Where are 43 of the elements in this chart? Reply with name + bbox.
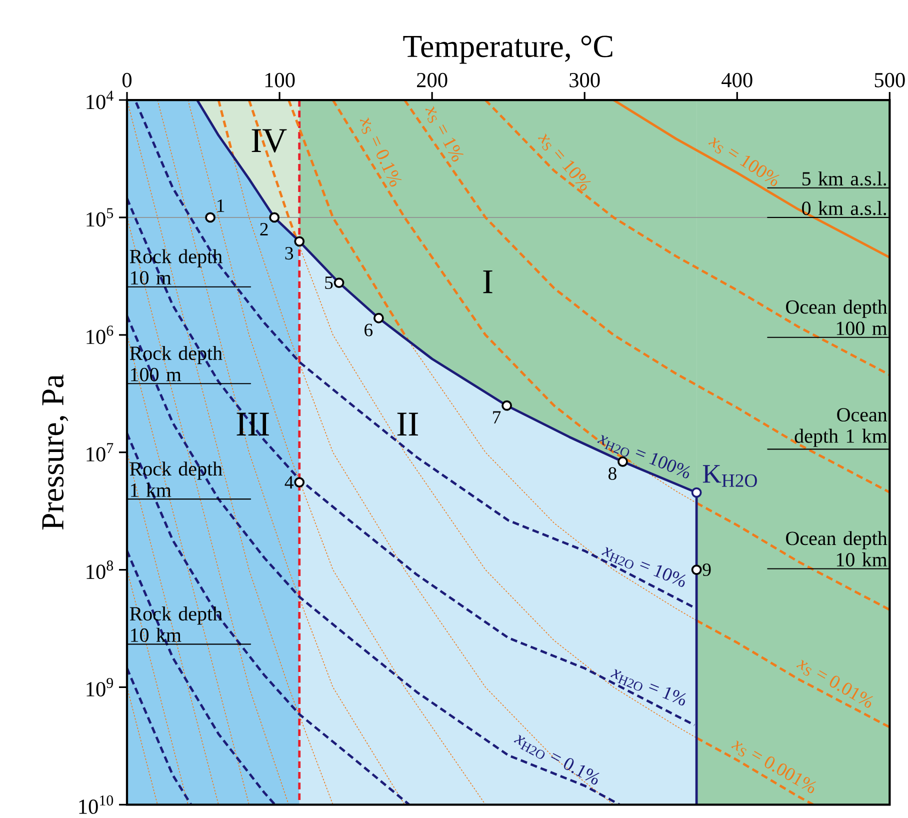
- annotation: 7: [493, 411, 501, 424]
- annotation: IV: [252, 129, 287, 152]
- annotation: x$_{H2O}$ = 10%: [602, 546, 686, 587]
- annotation: 2: [260, 223, 268, 236]
- y-tick-label: 10$^{5}$: [86, 208, 114, 227]
- annotation: x$_{H2O}$ = 0.1%: [514, 734, 600, 785]
- y-tick-label: 10$^{8}$: [86, 560, 114, 580]
- x-tick-label: 200: [417, 72, 448, 88]
- annotation: 4: [284, 476, 294, 488]
- x-tick-label: 300: [570, 72, 600, 88]
- x-tick-label: 500: [874, 72, 905, 88]
- y-tick-label: 10$^{10}$: [79, 795, 114, 814]
- y-tick-label: 10$^{6}$: [86, 326, 114, 344]
- annotation: 1: [218, 200, 224, 212]
- x-tick-label: 400: [722, 72, 752, 88]
- y-tick-label: 10$^{4}$: [86, 90, 114, 110]
- annotation: x$_{S}$ = 100%: [708, 137, 780, 186]
- annotation: I: [483, 270, 492, 294]
- annotation: Ocean depth 1 km: [794, 408, 888, 447]
- annotation: 9: [702, 564, 711, 576]
- annotation: II: [397, 412, 418, 436]
- x-axis-title: Temperature, °C: [403, 36, 612, 64]
- annotation: x$_{H2O}$ = 1%: [610, 669, 686, 706]
- annotation: Ocean depth 10 km: [786, 531, 888, 566]
- annotation: 0 km a.s.l.: [802, 201, 886, 216]
- annotation: x$_{S}$ = 0.1%: [360, 117, 402, 187]
- annotation: 5 km a.s.l.: [802, 171, 886, 186]
- annotation: 5: [325, 276, 333, 289]
- y-tick-label: 10$^{9}$: [86, 678, 114, 696]
- annotation: x$_{S}$ = 10%: [538, 134, 591, 191]
- x-tick-label: 100: [265, 72, 295, 88]
- y-tick-label: 10$^{7}$: [86, 443, 114, 462]
- y-axis-title: Pressure, Pa: [42, 374, 68, 530]
- annotation: Rock depth 100 m: [130, 346, 222, 382]
- annotation: Rock depth 1 km: [130, 462, 222, 497]
- annotation: K$_{H2O}$: [702, 465, 757, 487]
- annotation: 3: [285, 247, 294, 260]
- annotation: 6: [364, 324, 373, 336]
- annotation: 8: [608, 467, 616, 480]
- annotation: Ocean depth 100 m: [786, 300, 888, 336]
- annotation: III: [236, 412, 269, 436]
- annotation: x$_{S}$ = 1%: [425, 106, 464, 162]
- x-tick-label: 0: [122, 72, 132, 88]
